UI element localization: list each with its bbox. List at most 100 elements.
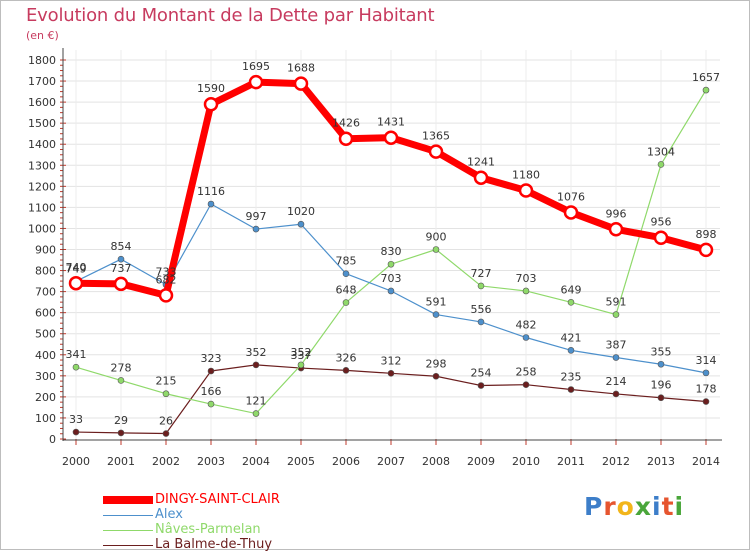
data-label: 482 — [516, 319, 537, 332]
data-label: 749 — [66, 262, 87, 275]
y-tick-label: 300 — [35, 370, 56, 383]
x-tick-label: 2012 — [602, 455, 630, 468]
data-point — [207, 367, 215, 375]
data-label: 649 — [561, 283, 582, 296]
data-label: 785 — [336, 255, 357, 268]
data-point — [702, 369, 710, 377]
y-tick-label: 900 — [35, 244, 56, 257]
proxiti-logo: Proxiti — [584, 492, 684, 521]
y-tick-label: 1700 — [28, 75, 56, 88]
x-tick-label: 2002 — [152, 455, 180, 468]
logo-letter: i — [652, 492, 662, 521]
y-tick-label: 800 — [35, 265, 56, 278]
x-tick-label: 2007 — [377, 455, 405, 468]
data-point — [657, 360, 665, 368]
data-label: 121 — [246, 395, 267, 408]
x-tick-label: 2000 — [62, 455, 90, 468]
x-tick-label: 2010 — [512, 455, 540, 468]
logo-letter: x — [634, 492, 652, 521]
data-label: 854 — [111, 240, 132, 253]
data-label: 326 — [336, 351, 357, 364]
data-label: 29 — [114, 414, 128, 427]
logo-letter: t — [661, 492, 675, 521]
data-label: 556 — [471, 303, 492, 316]
logo-letter: r — [603, 492, 617, 521]
y-tick-label: 0 — [49, 433, 56, 446]
data-point — [608, 222, 624, 237]
data-point — [207, 200, 215, 208]
data-point — [68, 275, 84, 291]
data-label: 703 — [516, 272, 537, 285]
data-point — [522, 381, 530, 388]
data-label: 323 — [201, 352, 222, 365]
data-label: 314 — [696, 354, 717, 367]
data-point — [338, 131, 354, 146]
data-label: 1076 — [557, 190, 585, 203]
legend-swatch — [103, 514, 153, 516]
y-tick-label: 700 — [35, 286, 56, 299]
data-point — [387, 260, 395, 268]
data-point — [612, 311, 620, 318]
data-point — [387, 287, 395, 295]
data-point — [342, 299, 350, 306]
y-tick-label: 1500 — [28, 117, 56, 130]
data-label: 591 — [606, 296, 627, 309]
data-point — [387, 370, 395, 377]
data-label: 830 — [381, 245, 402, 258]
data-label: 26 — [159, 415, 173, 428]
data-point — [518, 183, 534, 198]
legend-label: Alex — [155, 507, 183, 522]
data-label: 900 — [426, 231, 447, 244]
y-tick-label: 200 — [35, 391, 56, 404]
data-point — [383, 130, 399, 145]
data-label: 312 — [381, 354, 402, 367]
data-point — [612, 354, 620, 361]
data-label: 956 — [651, 216, 672, 229]
data-label: 737 — [111, 262, 132, 275]
data-label: 1365 — [422, 130, 450, 143]
data-point — [522, 287, 530, 295]
data-label: 298 — [426, 357, 447, 370]
data-point — [162, 390, 170, 398]
axes: 0 100 200 300 400 500 600 700 800 900 1000 1100 1200… — [28, 48, 722, 468]
data-point — [653, 230, 669, 245]
data-label: 352 — [291, 346, 312, 359]
y-tick-label: 1000 — [28, 222, 56, 235]
data-point — [657, 161, 665, 168]
legend-label: La Balme-de-Thuy — [155, 537, 273, 552]
data-point — [473, 170, 489, 185]
data-label: 235 — [561, 371, 582, 384]
data-point — [113, 276, 129, 292]
legend-swatch — [103, 496, 153, 504]
data-label: 178 — [696, 383, 717, 396]
data-point — [567, 386, 575, 393]
data-point — [567, 299, 575, 306]
data-label: 997 — [246, 210, 267, 223]
legend-swatch — [103, 529, 153, 531]
x-tick-label: 2004 — [242, 455, 270, 468]
data-point — [72, 428, 80, 436]
data-point — [72, 363, 80, 371]
data-label: 254 — [471, 367, 492, 380]
data-point — [297, 361, 305, 369]
y-tick-label: 500 — [35, 328, 56, 341]
data-point — [252, 361, 260, 369]
data-label: 740 — [66, 261, 87, 274]
data-point — [342, 367, 350, 374]
data-label: 421 — [561, 331, 582, 344]
y-tick-label: 1800 — [28, 54, 56, 67]
data-label: 996 — [606, 207, 627, 220]
data-label: 258 — [516, 366, 537, 379]
chart-title: Evolution du Montant de la Dette par Hab… — [26, 5, 435, 26]
data-label: 591 — [426, 296, 447, 309]
data-point — [162, 430, 170, 437]
data-point — [117, 377, 125, 384]
data-label: 1304 — [647, 145, 675, 158]
data-label: 648 — [336, 284, 357, 297]
data-point — [207, 400, 215, 408]
legend-swatch — [103, 544, 153, 546]
data-point — [293, 76, 309, 91]
